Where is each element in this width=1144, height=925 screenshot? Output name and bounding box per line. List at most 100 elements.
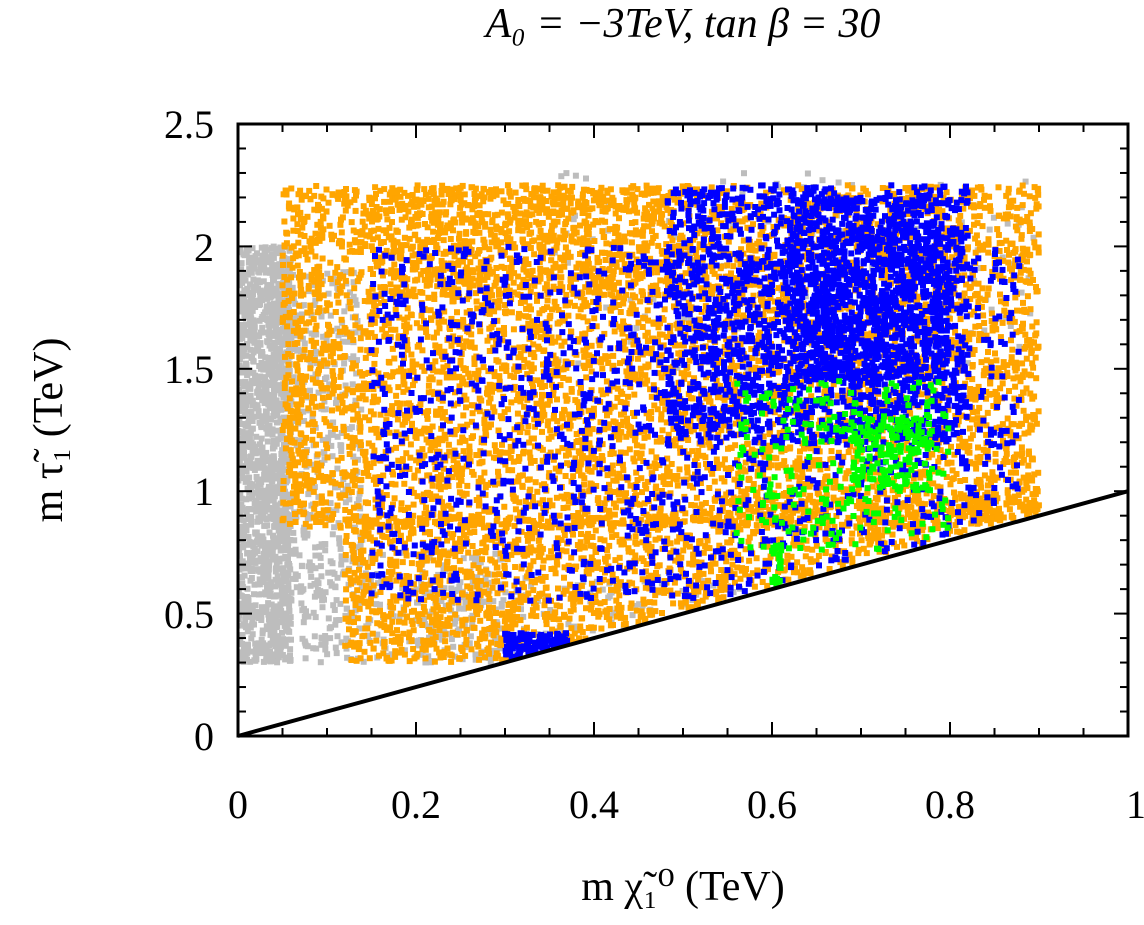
scatter-point <box>373 429 380 436</box>
scatter-point <box>255 258 262 265</box>
scatter-point <box>243 459 250 466</box>
scatter-point <box>247 429 254 436</box>
scatter-point <box>529 318 536 325</box>
scatter-point <box>266 558 273 565</box>
scatter-point <box>285 580 292 587</box>
scatter-point <box>1003 450 1010 457</box>
scatter-point <box>506 287 513 294</box>
scatter-point <box>354 278 361 285</box>
scatter-point <box>239 454 246 461</box>
scatter-point <box>255 285 261 292</box>
scatter-point <box>983 357 990 364</box>
scatter-point <box>286 427 293 434</box>
scatter-point <box>987 377 993 384</box>
scatter-point <box>682 510 689 517</box>
scatter-point <box>350 614 357 621</box>
scatter-point <box>821 388 828 395</box>
scatter-point <box>797 262 804 269</box>
scatter-point <box>307 582 314 589</box>
scatter-point <box>613 259 620 266</box>
scatter-point <box>312 552 319 559</box>
scatter-point <box>268 310 275 317</box>
scatter-point <box>937 447 944 454</box>
scatter-point <box>601 330 608 337</box>
scatter-point <box>450 269 457 276</box>
scatter-point <box>643 182 650 189</box>
scatter-point <box>347 509 354 515</box>
scatter-point <box>255 448 261 455</box>
scatter-point <box>357 445 363 452</box>
scatter-point <box>261 380 268 387</box>
scatter-point <box>698 391 705 398</box>
scatter-point <box>461 605 467 612</box>
scatter-point <box>401 189 408 196</box>
scatter-point <box>252 297 259 304</box>
scatter-point <box>276 471 283 478</box>
scatter-point <box>287 324 294 331</box>
scatter-point <box>325 434 332 441</box>
scatter-point <box>773 315 780 322</box>
scatter-point <box>350 293 357 300</box>
scatter-point <box>523 305 530 312</box>
scatter-point <box>584 318 591 325</box>
scatter-point <box>244 371 251 377</box>
scatter-point <box>239 470 246 477</box>
scatter-point <box>543 281 550 288</box>
scatter-point <box>267 592 274 599</box>
scatter-point <box>999 254 1006 261</box>
scatter-point <box>419 363 425 370</box>
scatter-point <box>757 484 764 491</box>
scatter-point <box>547 427 554 434</box>
scatter-point <box>981 192 988 199</box>
scatter-point <box>651 402 658 409</box>
scatter-point <box>239 379 246 386</box>
scatter-point <box>272 565 279 572</box>
scatter-point <box>561 317 568 324</box>
scatter-point <box>322 541 329 548</box>
scatter-point <box>333 400 339 407</box>
scatter-point <box>468 331 475 338</box>
scatter-point <box>281 641 288 648</box>
scatter-point <box>270 608 277 615</box>
scatter-point <box>281 357 288 364</box>
scatter-point <box>423 504 429 511</box>
scatter-point <box>414 467 421 474</box>
scatter-point <box>311 581 318 587</box>
scatter-point <box>301 605 307 612</box>
scatter-point <box>322 376 328 382</box>
scatter-point <box>239 421 246 427</box>
scatter-point <box>243 431 250 438</box>
scatter-point <box>562 473 569 479</box>
scatter-point <box>402 328 409 335</box>
scatter-point <box>246 489 253 496</box>
scatter-point <box>272 568 279 575</box>
scatter-point <box>260 459 267 466</box>
scatter-point <box>259 314 266 320</box>
scatter-point <box>276 347 283 354</box>
scatter-point <box>266 405 273 412</box>
scatter-point <box>374 631 381 638</box>
scatter-point <box>815 421 822 428</box>
scatter-point <box>275 612 282 619</box>
scatter-point <box>406 466 413 472</box>
scatter-point <box>469 410 476 417</box>
scatter-point <box>260 493 267 500</box>
scatter-point <box>354 357 360 364</box>
scatter-point <box>278 406 285 413</box>
scatter-point <box>354 318 361 324</box>
scatter-point <box>305 515 312 522</box>
scatter-point <box>998 298 1004 305</box>
scatter-point <box>323 186 330 193</box>
scatter-point <box>604 412 610 419</box>
scatter-point <box>333 506 340 513</box>
scatter-point <box>292 571 299 578</box>
scatter-point <box>621 261 628 268</box>
scatter-point <box>254 340 261 347</box>
scatter-point <box>426 634 432 641</box>
scatter-point <box>292 550 299 557</box>
scatter-point <box>255 515 262 522</box>
scatter-point <box>256 419 263 426</box>
scatter-point <box>238 453 242 460</box>
scatter-point <box>779 404 786 411</box>
scatter-point <box>251 591 257 598</box>
